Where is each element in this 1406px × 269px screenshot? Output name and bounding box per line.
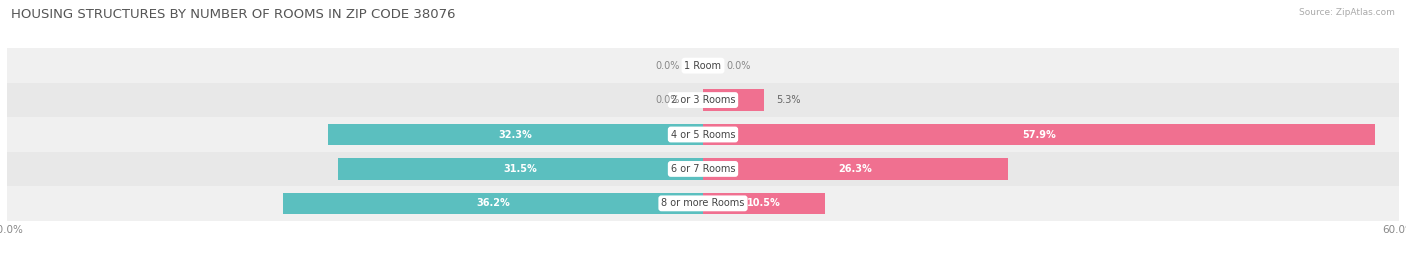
Text: 0.0%: 0.0%	[655, 61, 681, 71]
Text: 6 or 7 Rooms: 6 or 7 Rooms	[671, 164, 735, 174]
Text: 36.2%: 36.2%	[477, 198, 510, 208]
Text: 32.3%: 32.3%	[499, 129, 533, 140]
Bar	[329, 124, 703, 145]
Bar	[703, 158, 1008, 180]
Text: 2 or 3 Rooms: 2 or 3 Rooms	[671, 95, 735, 105]
Bar	[703, 124, 1375, 145]
Bar	[703, 193, 825, 214]
Bar	[283, 193, 703, 214]
Text: 4 or 5 Rooms: 4 or 5 Rooms	[671, 129, 735, 140]
Text: 5.3%: 5.3%	[776, 95, 800, 105]
Text: 57.9%: 57.9%	[1022, 129, 1056, 140]
Text: 31.5%: 31.5%	[503, 164, 537, 174]
Text: HOUSING STRUCTURES BY NUMBER OF ROOMS IN ZIP CODE 38076: HOUSING STRUCTURES BY NUMBER OF ROOMS IN…	[11, 8, 456, 21]
Bar	[337, 158, 703, 180]
Text: 10.5%: 10.5%	[747, 198, 780, 208]
Text: 8 or more Rooms: 8 or more Rooms	[661, 198, 745, 208]
Text: 26.3%: 26.3%	[838, 164, 872, 174]
Text: 0.0%: 0.0%	[725, 61, 751, 71]
Bar	[7, 83, 1399, 117]
Text: Source: ZipAtlas.com: Source: ZipAtlas.com	[1299, 8, 1395, 17]
Bar	[7, 186, 1399, 221]
Text: 0.0%: 0.0%	[655, 95, 681, 105]
Bar	[7, 48, 1399, 83]
Bar	[7, 152, 1399, 186]
Bar	[703, 89, 765, 111]
Text: 1 Room: 1 Room	[685, 61, 721, 71]
Bar	[7, 117, 1399, 152]
